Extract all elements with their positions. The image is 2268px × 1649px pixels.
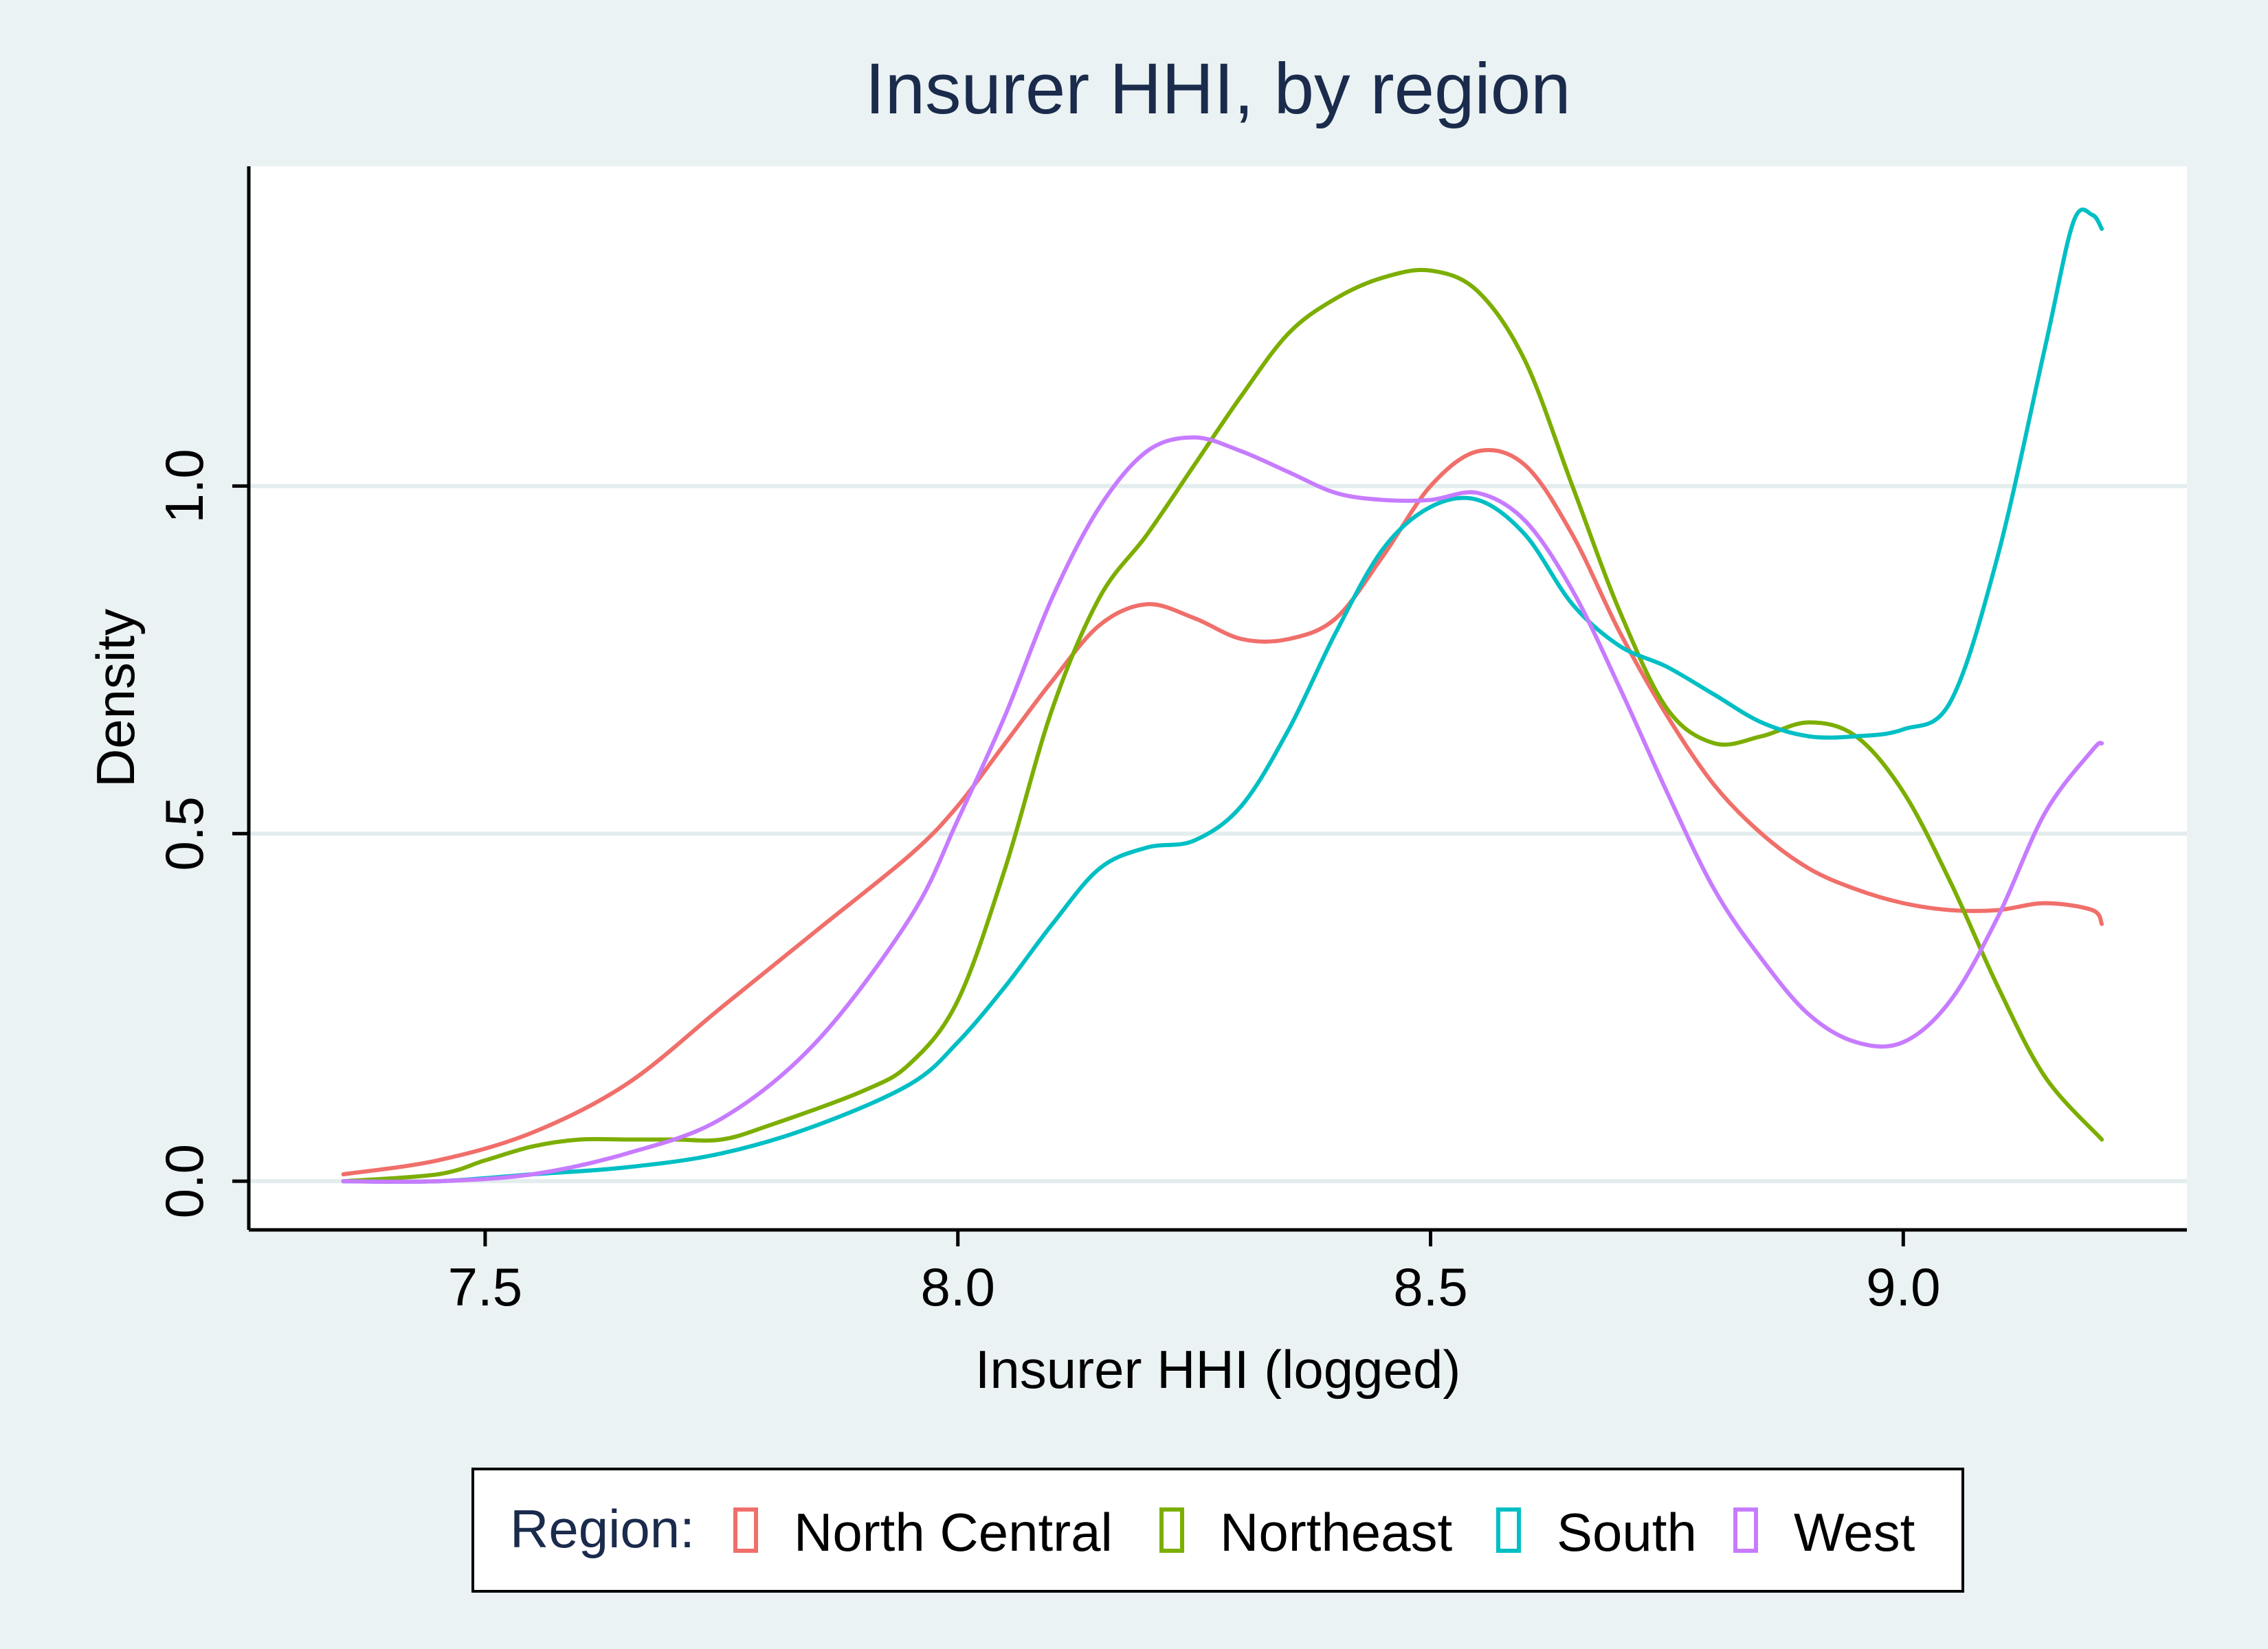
- series-line-west: [341, 435, 2104, 1184]
- legend-swatch-south: [1496, 1507, 1521, 1553]
- legend-swatch-west: [1733, 1507, 1758, 1553]
- series-lines: [341, 207, 2104, 1184]
- y-tick-label: 1.0: [154, 449, 214, 523]
- series-line-south: [341, 207, 2104, 1184]
- legend-label-north-central: North Central: [794, 1502, 1113, 1562]
- legend-title: Region:: [510, 1499, 695, 1559]
- x-tick-label: 9.0: [1866, 1257, 1940, 1317]
- x-tick-label: 7.5: [448, 1257, 522, 1317]
- gridlines: [249, 484, 2187, 1184]
- legend-label-south: South: [1557, 1502, 1697, 1562]
- chart-title: Insurer HHI, by region: [865, 49, 1570, 129]
- x-tick-label: 8.5: [1393, 1257, 1467, 1317]
- y-axis-ticks: 0.0 0.5 1.0: [154, 449, 249, 1218]
- legend-items: North Central Northeast South West: [733, 1502, 1915, 1562]
- legend-label-northeast: Northeast: [1220, 1502, 1452, 1562]
- legend-swatch-northeast: [1159, 1507, 1184, 1553]
- legend-swatch-north-central: [733, 1507, 758, 1553]
- legend-box: [471, 1468, 1964, 1593]
- plot-background: [249, 166, 2187, 1230]
- legend: Region: North Central Northeast South West: [471, 1468, 1964, 1593]
- x-tick-label: 8.0: [920, 1257, 994, 1317]
- legend-label-west: West: [1794, 1502, 1915, 1562]
- series-line-northeast: [341, 267, 2104, 1184]
- x-axis-ticks: 7.5 8.0 8.5 9.0: [448, 1230, 1941, 1317]
- y-tick-label: 0.0: [154, 1144, 214, 1218]
- y-tick-label: 0.5: [154, 796, 214, 871]
- y-axis-label: Density: [85, 609, 146, 787]
- x-axis-label: Insurer HHI (logged): [975, 1339, 1461, 1400]
